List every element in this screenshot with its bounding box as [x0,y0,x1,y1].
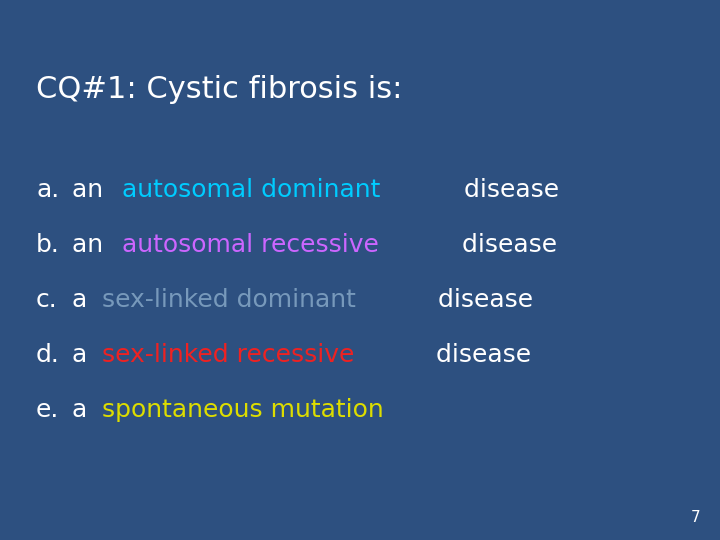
Text: b.: b. [36,233,60,257]
Text: autosomal recessive: autosomal recessive [122,233,379,257]
Text: disease: disease [428,343,531,367]
Text: disease: disease [430,288,533,312]
Text: CQ#1: Cystic fibrosis is:: CQ#1: Cystic fibrosis is: [36,76,402,105]
Text: autosomal dominant: autosomal dominant [122,178,381,202]
Text: c.: c. [36,288,58,312]
Text: sex-linked recessive: sex-linked recessive [102,343,354,367]
Text: a.: a. [36,178,59,202]
Text: d.: d. [36,343,60,367]
Text: disease: disease [454,233,557,257]
Text: spontaneous mutation: spontaneous mutation [102,398,384,422]
Text: disease: disease [456,178,559,202]
Text: a: a [72,288,95,312]
Text: a: a [72,398,95,422]
Text: sex-linked dominant: sex-linked dominant [102,288,356,312]
Text: an: an [72,178,111,202]
Text: e.: e. [36,398,59,422]
Text: an: an [72,233,111,257]
Text: 7: 7 [690,510,700,525]
Text: a: a [72,343,95,367]
